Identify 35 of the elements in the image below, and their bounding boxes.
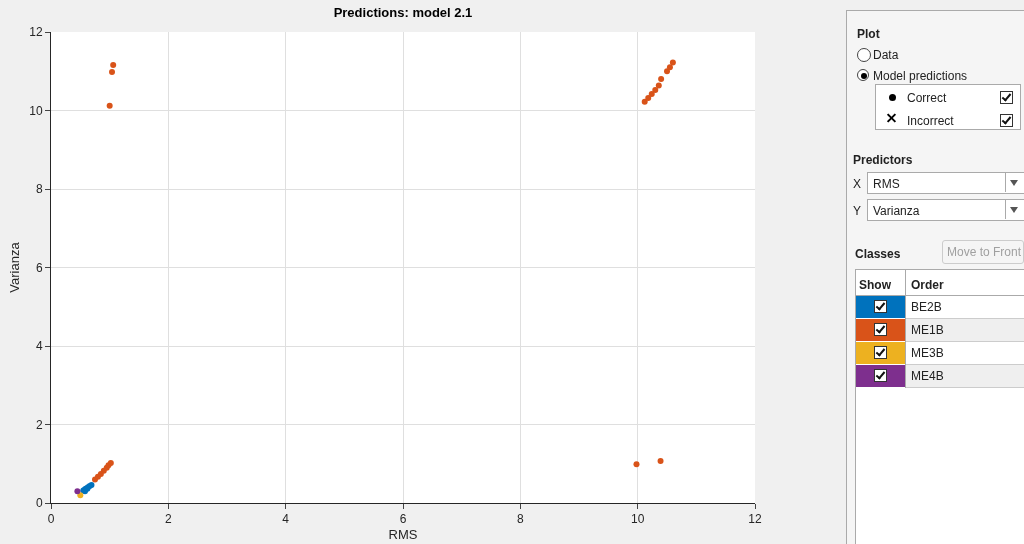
text: Varianza (873, 204, 920, 218)
x-tick-label: 8 (516, 512, 524, 527)
x-tick-label: 10 (630, 512, 645, 527)
x-tick-label: 4 (282, 512, 290, 527)
y-tick-label: 6 (35, 260, 43, 275)
text: ME3B (911, 346, 944, 360)
x-tick-label: 6 (399, 512, 407, 527)
text: Plot (857, 27, 880, 41)
y-tick-label: 12 (29, 25, 43, 40)
text: RMS (873, 177, 900, 191)
text: Data (873, 48, 899, 62)
text: Show (859, 278, 891, 292)
text: Order (911, 278, 944, 292)
x-axis-title: RMS (388, 527, 418, 542)
x-tick-label: 12 (748, 512, 762, 527)
y-tick-label: 8 (35, 182, 43, 197)
y-tick-label: 2 (35, 417, 43, 432)
text: Predictors (853, 153, 913, 167)
y-tick-label: 0 (35, 496, 43, 511)
text: BE2B (911, 300, 942, 314)
text: Y (853, 204, 862, 218)
chart-title: Predictions: model 2.1 (333, 5, 473, 21)
text: X (853, 177, 862, 191)
text: ME1B (911, 323, 944, 337)
y-tick-label: 10 (29, 103, 43, 118)
text: Correct (907, 91, 947, 105)
y-axis-title: Varianza (7, 241, 23, 293)
text: Classes (855, 247, 901, 261)
y-tick-label: 4 (35, 339, 43, 354)
text: Model predictions (873, 69, 968, 83)
text: Incorrect (907, 114, 954, 128)
x-tick-label: 2 (164, 512, 172, 527)
x-tick-label: 0 (47, 512, 55, 527)
text: Move to Front (947, 245, 1022, 259)
text: ME4B (911, 369, 944, 383)
